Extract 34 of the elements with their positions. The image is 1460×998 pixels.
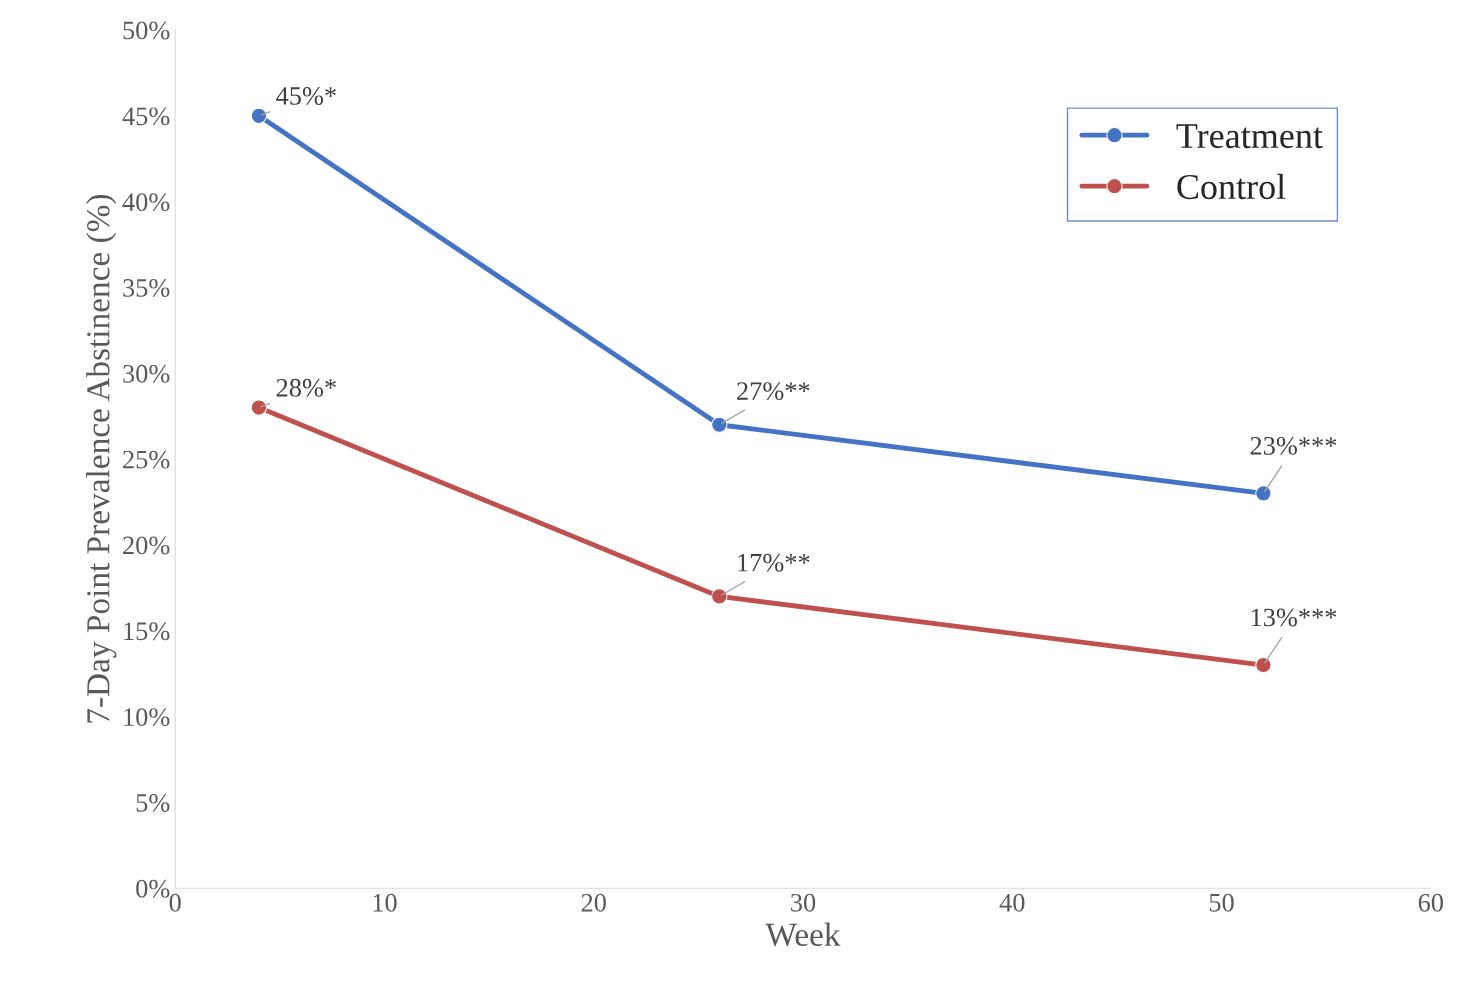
data-label: 17%** [738,553,810,572]
x-tick-label: 40 [999,893,1025,912]
x-tick-label: 30 [791,893,816,912]
x-tick-label: 60 [1418,893,1443,912]
x-axis-title: Week [765,922,841,947]
point [711,588,728,605]
data-label: 13%*** [1251,608,1337,627]
data-label: 23%*** [1250,436,1337,455]
y-tick-label: 5% [136,794,170,812]
data-label: 28%* [276,378,336,397]
y-tick-label: 30% [123,364,170,383]
y-axis-title: 7-Day Point Prevalence Abstinence (%) [86,194,117,723]
x-tick-label: 10 [373,893,397,912]
x-tick-label: 0 [169,893,181,912]
data-label: 45%* [276,87,336,105]
point [1255,485,1272,502]
legend-label: Treatment [1176,124,1323,149]
y-tick-label: 40% [122,193,170,212]
y-tick-label: 20% [123,536,170,555]
point [250,399,268,416]
point [250,107,268,124]
y-tick-label: 0% [136,879,170,898]
point [1255,656,1272,674]
y-tick-label: 45% [122,107,170,126]
y-tick-label: 50% [123,21,170,40]
y-tick-label: 35% [123,279,170,297]
y-tick-label: 10% [124,708,170,727]
y-tick-label: 25% [123,450,170,469]
x-tick-label: 50 [1209,893,1234,912]
legend-label: Control [1177,173,1286,200]
point [711,416,728,433]
data-label: 27%** [737,382,810,401]
x-tick-label: 20 [581,893,606,912]
y-tick-label: 15% [124,622,170,641]
